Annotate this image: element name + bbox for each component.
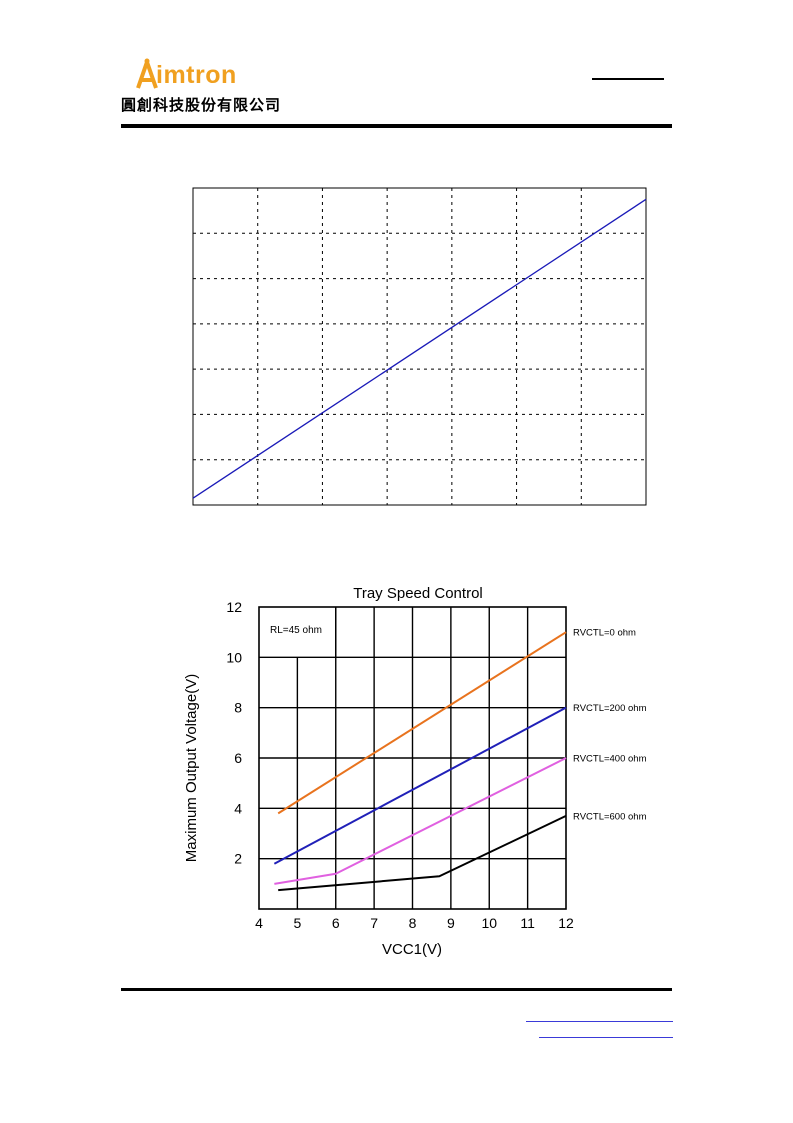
x-axis-label: VCC1(V) [382, 941, 442, 958]
footer-link-underline[interactable] [526, 1021, 673, 1022]
series-line [278, 814, 567, 892]
series-label: RVCTL=200 ohm [573, 703, 647, 714]
y-tick-label: 8 [234, 700, 242, 716]
aimtron-logo [136, 58, 158, 89]
y-axis-label: Maximum Output Voltage(V) [183, 674, 200, 862]
brand-chinese-name: 圓創科技股份有限公司 [121, 96, 282, 114]
brand-name: imtron [156, 61, 237, 89]
series-line [274, 757, 567, 885]
y-tick-label: 6 [234, 750, 242, 766]
x-tick-label: 5 [293, 915, 301, 931]
header-rule [121, 124, 672, 128]
x-tick-label: 4 [255, 915, 263, 931]
y-tick-label: 10 [226, 649, 242, 665]
y-tick-label: 12 [226, 599, 242, 615]
x-tick-label: 8 [409, 915, 417, 931]
footer-rule [121, 988, 672, 991]
x-tick-label: 11 [520, 915, 535, 931]
chart-title: Tray Speed Control [353, 585, 483, 602]
series-label: RVCTL=600 ohm [573, 811, 647, 822]
y-tick-label: 4 [234, 800, 242, 816]
header-right-rule [592, 78, 664, 80]
x-tick-label: 12 [558, 915, 574, 931]
series-label: RVCTL=0 ohm [573, 628, 636, 639]
chart-annotation: RL=45 ohm [270, 625, 322, 636]
x-tick-label: 10 [481, 915, 497, 931]
x-tick-label: 9 [447, 915, 455, 931]
y-tick-label: 2 [234, 851, 242, 867]
series-line [277, 631, 567, 815]
logo-a-dot [144, 58, 150, 64]
footer-link-underline[interactable] [539, 1037, 673, 1038]
x-tick-label: 7 [370, 915, 378, 931]
series-label: RVCTL=400 ohm [573, 754, 647, 765]
top-chart-series-line [192, 198, 647, 499]
top-chart-frame [192, 187, 647, 506]
series-line [273, 706, 567, 865]
x-tick-label: 6 [332, 915, 340, 931]
